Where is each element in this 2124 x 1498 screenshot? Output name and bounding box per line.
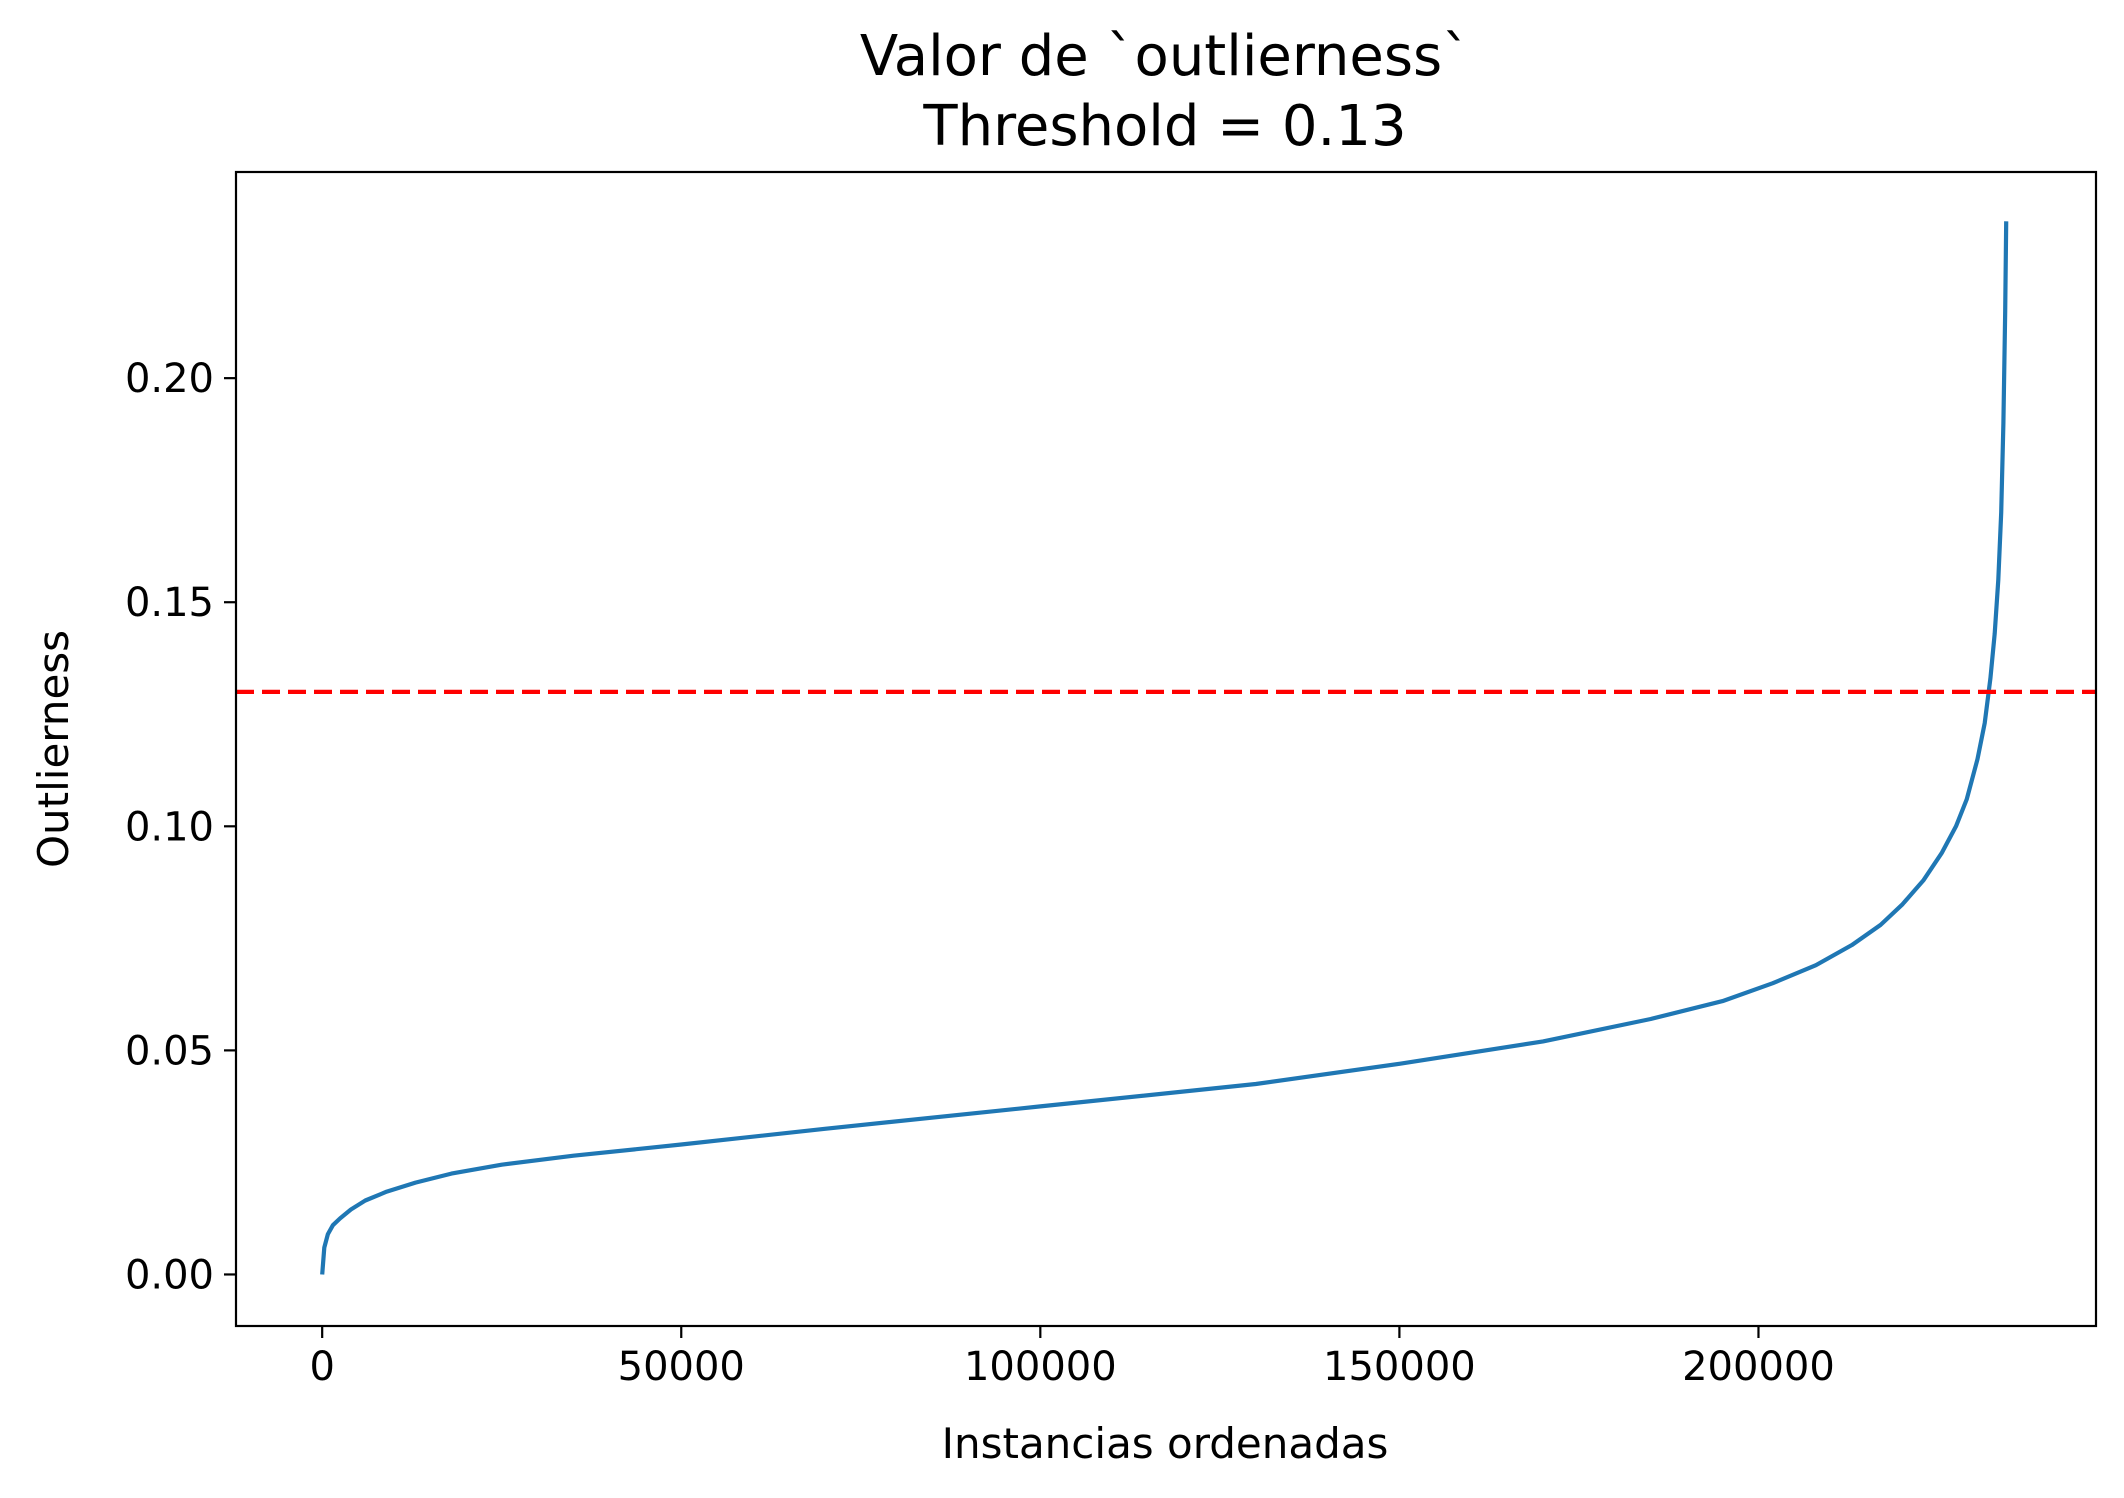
y-tick-label: 0.00: [125, 1252, 214, 1298]
x-axis-label: Instancias ordenadas: [942, 1419, 1389, 1468]
x-tick-label: 0: [309, 1344, 334, 1390]
series-line-0: [320, 221, 2009, 1275]
y-tick-label: 0.10: [125, 804, 214, 850]
y-tick-label: 0.20: [125, 356, 214, 402]
chart-title-line-2: Threshold = 0.13: [922, 94, 1406, 159]
x-tick-label: 50000: [618, 1344, 745, 1390]
x-axis: 0 50000 100000 150000 200000: [309, 1326, 1835, 1390]
x-tick-label: 200000: [1682, 1344, 1835, 1390]
plot-area: [236, 221, 2096, 1275]
y-tick-label: 0.05: [125, 1028, 214, 1074]
y-axis: 0.00 0.05 0.10 0.15 0.20: [125, 356, 236, 1298]
chart-title-line-1: Valor de `outlierness`: [860, 24, 1470, 89]
axes-frame: [234, 170, 2098, 1328]
x-tick-label: 100000: [964, 1344, 1117, 1390]
x-tick-label: 150000: [1323, 1344, 1476, 1390]
y-axis-label: Outlierness: [29, 630, 78, 868]
y-tick-label: 0.15: [125, 580, 214, 626]
